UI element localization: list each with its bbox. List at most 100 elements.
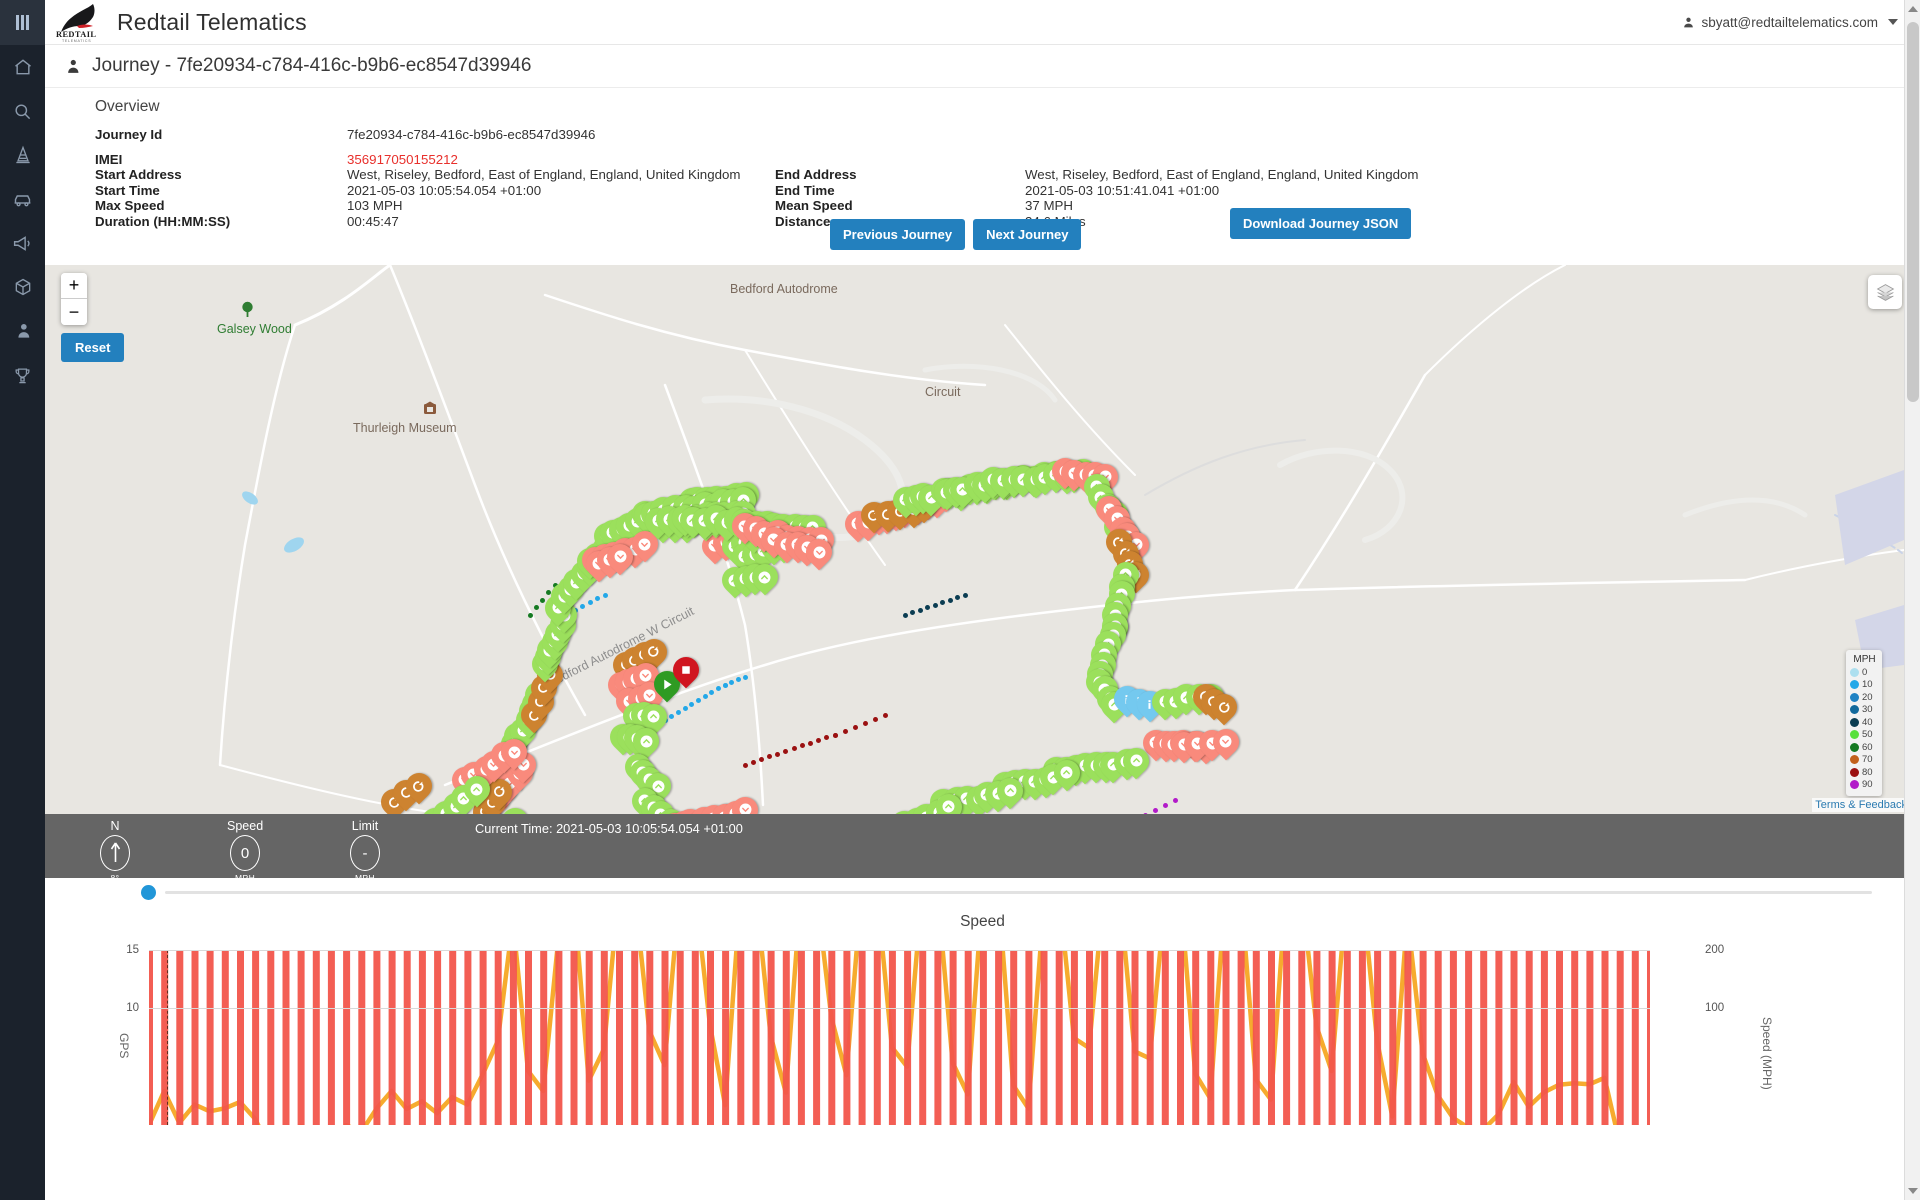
map-marker-accel[interactable] — [930, 788, 968, 814]
chart-sample — [494, 950, 502, 1125]
map-marker-accel[interactable] — [458, 770, 496, 810]
map-marker-brake[interactable] — [726, 791, 764, 814]
chevron-up-icon — [641, 708, 667, 726]
chart-sample — [1222, 950, 1230, 1125]
gps-point — [832, 732, 838, 738]
map-marker-brake[interactable] — [495, 734, 533, 773]
playback-slider-row[interactable] — [45, 878, 1920, 905]
map-marker-accel[interactable] — [635, 698, 673, 738]
overview-value: 37 MPH — [1025, 198, 1074, 214]
playback-slider-thumb[interactable] — [141, 885, 156, 900]
heading-gauge-label: N — [110, 819, 120, 833]
legend-value: 30 — [1862, 704, 1873, 716]
map-marker-accel[interactable] — [1117, 742, 1155, 782]
chart-sample — [782, 950, 790, 1125]
scroll-down-arrow-icon[interactable] — [1908, 1188, 1918, 1194]
overview-key: Duration (HH:MM:SS) — [95, 213, 231, 229]
chart-left-axis-title: GPS — [117, 1033, 131, 1059]
chart-sample — [1252, 950, 1260, 1125]
chart-sample — [767, 950, 775, 1125]
chart-sample — [1465, 950, 1473, 1125]
rotate-icon — [1211, 698, 1237, 716]
overview-title: Overview — [95, 98, 160, 115]
chart-right-axis-title: Speed (MPH) — [1760, 1017, 1774, 1090]
chart-series-svg — [149, 950, 1650, 1125]
rotate-icon — [486, 783, 512, 801]
chart-sample — [1343, 950, 1351, 1125]
chart-sample — [555, 950, 563, 1125]
chart-sample — [722, 950, 730, 1125]
sidebar-toggle-icon[interactable] — [0, 0, 45, 45]
map-canvas[interactable]: Galsey Wood Thurleigh Museum Bedford Autod… — [45, 265, 1920, 814]
zoom-in-button[interactable]: + — [61, 273, 87, 299]
map-marker-accel[interactable] — [746, 558, 784, 598]
traffic-cone-icon — [15, 145, 30, 164]
chart-plot-area[interactable] — [149, 950, 1650, 1125]
map-marker-accel[interactable] — [1048, 754, 1086, 794]
sidebar-item-incidents[interactable] — [0, 133, 45, 177]
chart-sample — [327, 950, 335, 1125]
overview-row-end-time: End Time 2021-05-03 10:51:41.041 +01:00 — [775, 183, 1418, 199]
map-marker-corner[interactable] — [1205, 688, 1243, 728]
map-marker-brake[interactable] — [627, 657, 665, 697]
legend-color-swatch — [1850, 755, 1859, 765]
sidebar-item-scores[interactable] — [0, 353, 45, 397]
map-marker-corner[interactable] — [400, 767, 438, 807]
sidebar-item-drivers[interactable] — [0, 309, 45, 353]
chart-sample — [1207, 950, 1215, 1125]
playback-bar: N 8° Speed 0 MPH Limit - MPH Current Tim… — [45, 814, 1920, 883]
chart-sample — [1040, 950, 1048, 1125]
zoom-out-button[interactable]: − — [61, 299, 87, 325]
map-marker-corner[interactable] — [635, 633, 673, 673]
scroll-up-arrow-icon[interactable] — [1908, 6, 1918, 12]
map-layers-button[interactable] — [1868, 275, 1902, 309]
playback-slider-track[interactable] — [165, 891, 1872, 894]
overview-key: End Address — [775, 167, 857, 182]
chart-sample — [1328, 950, 1336, 1125]
sidebar-item-search[interactable] — [0, 89, 45, 133]
legend-value: 0 — [1862, 666, 1868, 678]
map-marker-brake[interactable] — [800, 534, 838, 573]
download-journey-json-button[interactable]: Download Journey JSON — [1230, 208, 1412, 239]
chart-sample — [343, 950, 351, 1125]
chart-sample — [1161, 950, 1169, 1125]
next-journey-button[interactable]: Next Journey — [973, 219, 1082, 250]
chart-time-cursor[interactable] — [167, 950, 168, 1125]
sidebar-item-home[interactable] — [0, 45, 45, 89]
overview-key: End Time — [775, 182, 835, 198]
sidebar-item-alerts[interactable] — [0, 221, 45, 265]
overview-key: Journey Id — [95, 127, 163, 142]
map-marker-brake[interactable] — [601, 538, 639, 578]
overview-value-imei[interactable]: 356917050155212 — [347, 151, 458, 167]
chart-sample — [1358, 950, 1366, 1125]
map-marker-brake[interactable] — [1207, 723, 1245, 763]
legend-entry: 30 — [1850, 704, 1879, 717]
map-marker-accel[interactable] — [639, 767, 677, 807]
map-marker-brake[interactable] — [631, 676, 669, 716]
chart-sample — [449, 950, 457, 1125]
user-menu[interactable]: sbyatt@redtailtelematics.com — [1682, 15, 1898, 30]
chart-sample — [797, 950, 805, 1125]
map-label: Thurleigh Museum — [353, 421, 457, 435]
main-column: REDTAIL TELEMATICS Redtail Telematics sb… — [45, 0, 1920, 1200]
previous-journey-button[interactable]: Previous Journey — [830, 219, 966, 250]
sidebar-item-vehicles[interactable] — [0, 177, 45, 221]
map-marker-corner[interactable] — [480, 773, 518, 813]
chart-sample — [919, 950, 927, 1125]
chevron-down-icon — [637, 686, 663, 704]
page-scrollbar[interactable] — [1904, 0, 1920, 1200]
terms-and-feedback-link[interactable]: Terms & Feedback — [1812, 798, 1910, 812]
map-marker-accel[interactable] — [627, 722, 665, 762]
map-marker-end[interactable] — [667, 651, 705, 691]
sidebar-toggle-bars — [16, 15, 29, 30]
map-marker-accel[interactable] — [991, 772, 1029, 812]
journey-map[interactable]: Galsey Wood Thurleigh Museum Bedford Autod… — [45, 265, 1920, 814]
scrollbar-thumb[interactable] — [1907, 22, 1919, 402]
map-reset-button[interactable]: Reset — [61, 333, 125, 362]
user-email: sbyatt@redtailtelematics.com — [1701, 14, 1878, 30]
legend-entry: 80 — [1850, 766, 1879, 779]
map-marker-brake[interactable] — [626, 525, 664, 565]
sidebar-item-packages[interactable] — [0, 265, 45, 309]
chart-title: Speed — [960, 913, 1005, 930]
